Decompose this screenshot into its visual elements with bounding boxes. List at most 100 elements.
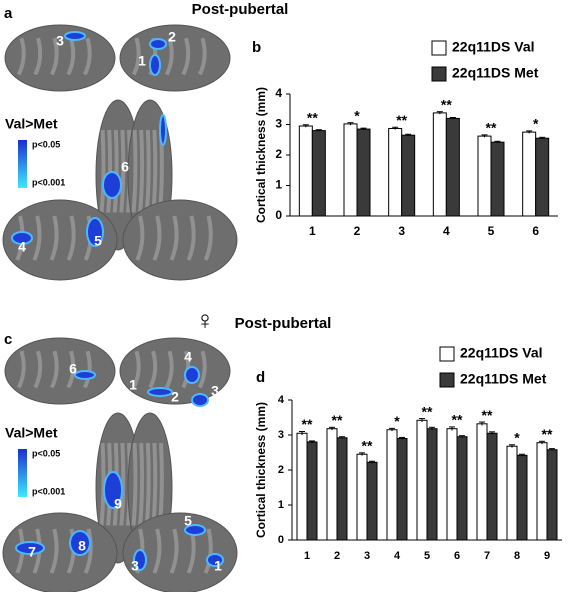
activation	[149, 54, 161, 76]
bar	[336, 437, 348, 541]
y-axis-label: Cortical thickness (mm)	[254, 402, 268, 538]
activation	[64, 31, 86, 41]
significance: **	[302, 416, 313, 432]
bar	[522, 131, 537, 217]
sulcus	[119, 129, 126, 213]
sulcus	[203, 215, 213, 261]
significance: *	[354, 107, 360, 123]
brain-label: 8	[78, 538, 86, 554]
color-bar-label: p<0.05	[32, 139, 60, 149]
significance: **	[332, 412, 343, 428]
legend-swatch	[439, 346, 455, 362]
activation	[102, 171, 122, 199]
brain-label: 1	[138, 53, 146, 69]
legend-swatch	[431, 66, 447, 82]
brain-label: 1	[129, 377, 137, 393]
bar	[516, 454, 528, 541]
bar	[401, 134, 416, 217]
brain-label: 4	[18, 239, 26, 255]
bar	[356, 453, 368, 541]
y-tick-label: 3	[278, 429, 284, 441]
sulcus	[197, 350, 207, 389]
sulcus	[83, 528, 93, 574]
bar	[477, 135, 492, 217]
sulcus	[181, 37, 191, 76]
sulcus	[144, 129, 151, 213]
color-bar-label: p<0.001	[32, 486, 65, 496]
y-tick-label: 1	[278, 499, 284, 511]
sulcus	[106, 129, 113, 213]
sulcus	[157, 442, 164, 526]
y-tick-label: 4	[275, 86, 282, 100]
x-tick-label: 8	[514, 550, 520, 562]
sulcus	[33, 350, 43, 389]
brain-label: 5	[184, 513, 192, 529]
activation	[184, 524, 206, 536]
bar	[506, 445, 518, 541]
brain	[122, 199, 238, 281]
activation	[191, 393, 209, 407]
y-axis-label: Cortical thickness (mm)	[254, 87, 268, 223]
bar	[486, 432, 498, 541]
y-tick-label: 4	[278, 394, 285, 406]
brain-legend-title: Val>Met	[5, 425, 58, 441]
panel-letter: a	[4, 5, 13, 22]
significance: *	[533, 116, 539, 132]
x-tick-label: 9	[544, 550, 550, 562]
sulcus	[66, 215, 76, 261]
sulcus	[99, 442, 106, 526]
sulcus	[49, 215, 59, 261]
bar	[426, 428, 438, 541]
bar	[490, 141, 505, 217]
brain-legend-title: Val>Met	[5, 116, 58, 132]
legend-swatch	[439, 372, 455, 388]
legend-label: 22q11DS Val	[452, 39, 535, 55]
x-tick-label: 2	[334, 550, 340, 562]
brain-label: 7	[28, 544, 36, 560]
x-tick-label: 1	[309, 224, 316, 238]
y-tick-label: 2	[278, 464, 284, 476]
activation	[133, 549, 147, 571]
bar	[388, 127, 403, 217]
sulcus	[186, 215, 196, 261]
panel-letter: d	[256, 369, 265, 386]
sulcus	[32, 215, 42, 261]
sulcus	[112, 129, 119, 213]
x-tick-label: 7	[484, 550, 490, 562]
sulcus	[152, 215, 162, 261]
color-bar	[18, 449, 27, 497]
bar	[396, 438, 408, 541]
significance: **	[307, 110, 318, 126]
title: Post-pubertal	[192, 1, 289, 18]
activation	[86, 217, 104, 247]
x-tick-label: 6	[532, 224, 539, 238]
bar	[326, 428, 338, 541]
sulcus	[16, 37, 26, 76]
brain-label: 5	[94, 233, 102, 249]
significance: **	[542, 426, 553, 442]
brain-label: 3	[56, 33, 64, 49]
y-tick-label: 3	[275, 117, 282, 131]
color-bar	[18, 140, 27, 188]
color-bar-label: p<0.05	[32, 448, 60, 458]
sulcus	[138, 129, 145, 213]
bar	[445, 117, 460, 217]
sulcus	[144, 442, 151, 526]
y-tick-label: 0	[275, 208, 282, 222]
bar	[296, 432, 308, 541]
significance: *	[514, 430, 520, 446]
y-tick-label: 0	[278, 534, 284, 546]
significance: **	[362, 438, 373, 454]
sulcus	[131, 37, 141, 76]
bar	[546, 449, 558, 541]
bar	[456, 436, 468, 541]
sulcus	[119, 442, 126, 526]
bar	[306, 441, 318, 541]
sulcus	[138, 442, 145, 526]
activation	[147, 387, 173, 397]
y-tick-label: 1	[275, 178, 282, 192]
sulcus	[164, 37, 174, 76]
x-tick-label: 5	[488, 224, 495, 238]
x-tick-label: 3	[398, 224, 405, 238]
